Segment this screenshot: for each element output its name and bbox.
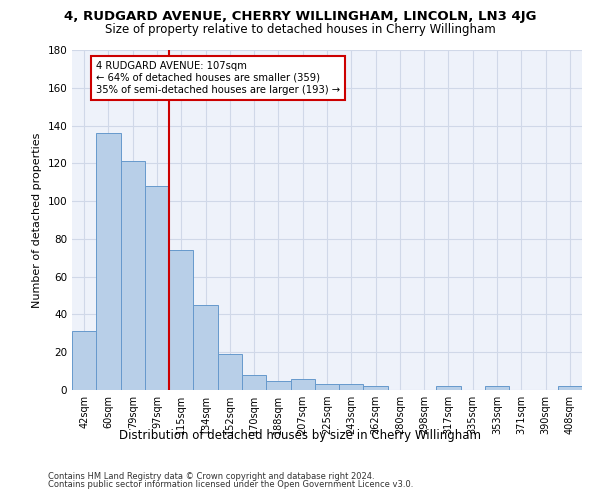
Bar bbox=[315, 384, 339, 390]
Bar bbox=[145, 186, 169, 390]
Bar bbox=[339, 384, 364, 390]
Bar bbox=[266, 380, 290, 390]
Text: Size of property relative to detached houses in Cherry Willingham: Size of property relative to detached ho… bbox=[104, 22, 496, 36]
Bar bbox=[558, 386, 582, 390]
Bar bbox=[169, 250, 193, 390]
Bar bbox=[96, 133, 121, 390]
Bar bbox=[193, 305, 218, 390]
Text: 4, RUDGARD AVENUE, CHERRY WILLINGHAM, LINCOLN, LN3 4JG: 4, RUDGARD AVENUE, CHERRY WILLINGHAM, LI… bbox=[64, 10, 536, 23]
Text: Distribution of detached houses by size in Cherry Willingham: Distribution of detached houses by size … bbox=[119, 430, 481, 442]
Bar bbox=[290, 378, 315, 390]
Bar bbox=[121, 162, 145, 390]
Text: Contains HM Land Registry data © Crown copyright and database right 2024.: Contains HM Land Registry data © Crown c… bbox=[48, 472, 374, 481]
Bar bbox=[218, 354, 242, 390]
Bar bbox=[364, 386, 388, 390]
Bar bbox=[436, 386, 461, 390]
Bar bbox=[485, 386, 509, 390]
Text: Contains public sector information licensed under the Open Government Licence v3: Contains public sector information licen… bbox=[48, 480, 413, 489]
Bar bbox=[242, 375, 266, 390]
Text: 4 RUDGARD AVENUE: 107sqm
← 64% of detached houses are smaller (359)
35% of semi-: 4 RUDGARD AVENUE: 107sqm ← 64% of detach… bbox=[96, 62, 340, 94]
Bar bbox=[72, 332, 96, 390]
Y-axis label: Number of detached properties: Number of detached properties bbox=[32, 132, 42, 308]
